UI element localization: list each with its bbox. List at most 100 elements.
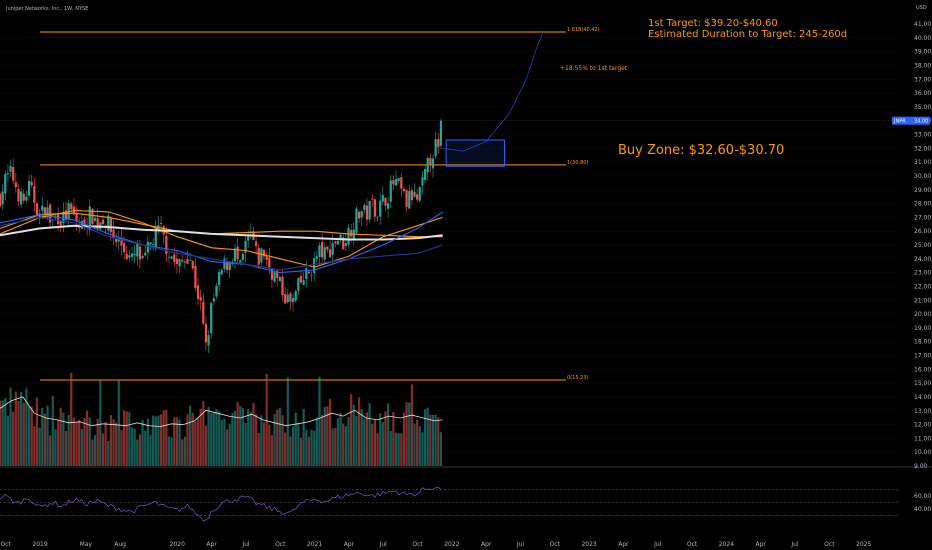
volume-bar	[321, 414, 324, 466]
volume-bar	[257, 432, 260, 466]
candle-body	[228, 261, 231, 271]
volume-bar	[191, 412, 194, 466]
volume-bar	[43, 413, 46, 466]
candle-body	[265, 256, 268, 260]
volume-bar	[33, 426, 36, 466]
candle-body	[62, 211, 65, 224]
volume-bar	[210, 413, 213, 466]
volume-bar	[165, 409, 168, 466]
candle-body	[291, 298, 295, 303]
volume-bar	[439, 432, 443, 466]
candle-body	[64, 210, 68, 220]
candle-body	[130, 253, 134, 257]
price-tick-label: 16.00	[914, 366, 931, 373]
time-tick-label: 2024	[719, 541, 734, 548]
candle-body	[149, 242, 152, 245]
time-tick-label: Jul	[379, 541, 388, 548]
price-tick-label: 9.00	[914, 463, 928, 470]
last-price-tag: JNPR 34.00	[892, 116, 930, 125]
price-tick-label: 20.00	[914, 311, 931, 318]
volume-ma-line	[0, 396, 443, 428]
candle-body	[188, 260, 192, 262]
volume-bar	[83, 417, 86, 466]
moving-averages	[0, 209, 444, 274]
volume-bar	[101, 433, 105, 466]
volume-bar	[25, 388, 28, 466]
volume-bar	[207, 406, 210, 466]
candle-body	[410, 190, 413, 201]
volume-bar	[408, 402, 411, 466]
candle-body	[146, 241, 149, 253]
candle-body	[357, 211, 361, 219]
volume-bar	[12, 411, 15, 466]
volume-bar	[278, 407, 281, 466]
candle-body	[223, 258, 226, 270]
volume-bar	[249, 412, 252, 466]
candle-body	[294, 291, 297, 301]
moving-average-line	[0, 216, 443, 271]
time-tick-label: 2020	[170, 541, 185, 548]
candle-body	[117, 238, 120, 242]
volume-bar	[62, 412, 65, 466]
candle-body	[360, 211, 363, 218]
candle-body	[88, 206, 91, 231]
volume-bar	[270, 435, 274, 466]
time-tick-label: 2019	[32, 541, 47, 548]
volume-bar	[6, 415, 10, 466]
candle-body	[284, 294, 287, 304]
time-tick-label: 2023	[581, 541, 596, 548]
candle-body	[136, 243, 139, 257]
volume-bar	[109, 415, 112, 466]
volume-bar	[276, 409, 279, 466]
volume-bar	[173, 417, 176, 466]
time-tick-label: Oct	[275, 541, 286, 548]
volume-bar	[426, 407, 429, 466]
volume-bar	[381, 422, 384, 466]
price-tick-label: 29.00	[914, 187, 931, 194]
candle-body	[165, 236, 168, 255]
volume-bar	[313, 430, 316, 466]
candle-body	[133, 253, 136, 256]
volume-bar	[72, 417, 76, 466]
candle-body	[302, 280, 305, 285]
time-tick-label: Oct	[687, 541, 698, 548]
candle-body	[326, 246, 329, 250]
price-tick-label: 40.00	[914, 35, 931, 42]
time-tick-label: Apr	[481, 541, 492, 548]
rsi-tick-label: 60.00	[914, 493, 931, 500]
candle-body	[281, 276, 284, 296]
volume-bar	[342, 423, 345, 466]
time-tick-label: Jul	[241, 541, 250, 548]
volume-bar	[133, 428, 136, 466]
volume-bar	[154, 416, 157, 466]
candle-body	[115, 238, 118, 243]
price-tick-label: 38.00	[914, 62, 931, 69]
time-tick-label: 2021	[307, 541, 322, 548]
candle-body	[204, 323, 208, 343]
candle-body	[273, 272, 276, 282]
volume-bar	[22, 402, 25, 466]
price-axis: 9.00 10.00 11.00 12.00 13.00 14.00 15.00 16.00 1…	[914, 21, 931, 470]
candle-body	[33, 185, 36, 203]
volume-bar	[20, 391, 23, 466]
candle-body	[384, 197, 387, 206]
volume-bar	[310, 429, 313, 466]
volume-bar	[265, 373, 268, 466]
candlesticks	[0, 118, 443, 354]
time-tick-label: Jul	[653, 541, 662, 548]
projection-line	[442, 31, 544, 152]
candle-body	[125, 253, 128, 260]
volume-bar	[402, 412, 406, 466]
candle-body	[30, 181, 33, 186]
candle-body	[318, 245, 321, 257]
candle-body	[413, 191, 416, 197]
candle-body	[107, 215, 110, 231]
price-tick-label: 24.00	[914, 256, 931, 263]
candle-body	[122, 243, 126, 252]
candle-body	[402, 189, 406, 192]
price-tick-label: 37.00	[914, 76, 931, 83]
volume-bar	[262, 422, 266, 466]
volume-bar	[212, 412, 215, 466]
candle-body	[276, 270, 279, 279]
